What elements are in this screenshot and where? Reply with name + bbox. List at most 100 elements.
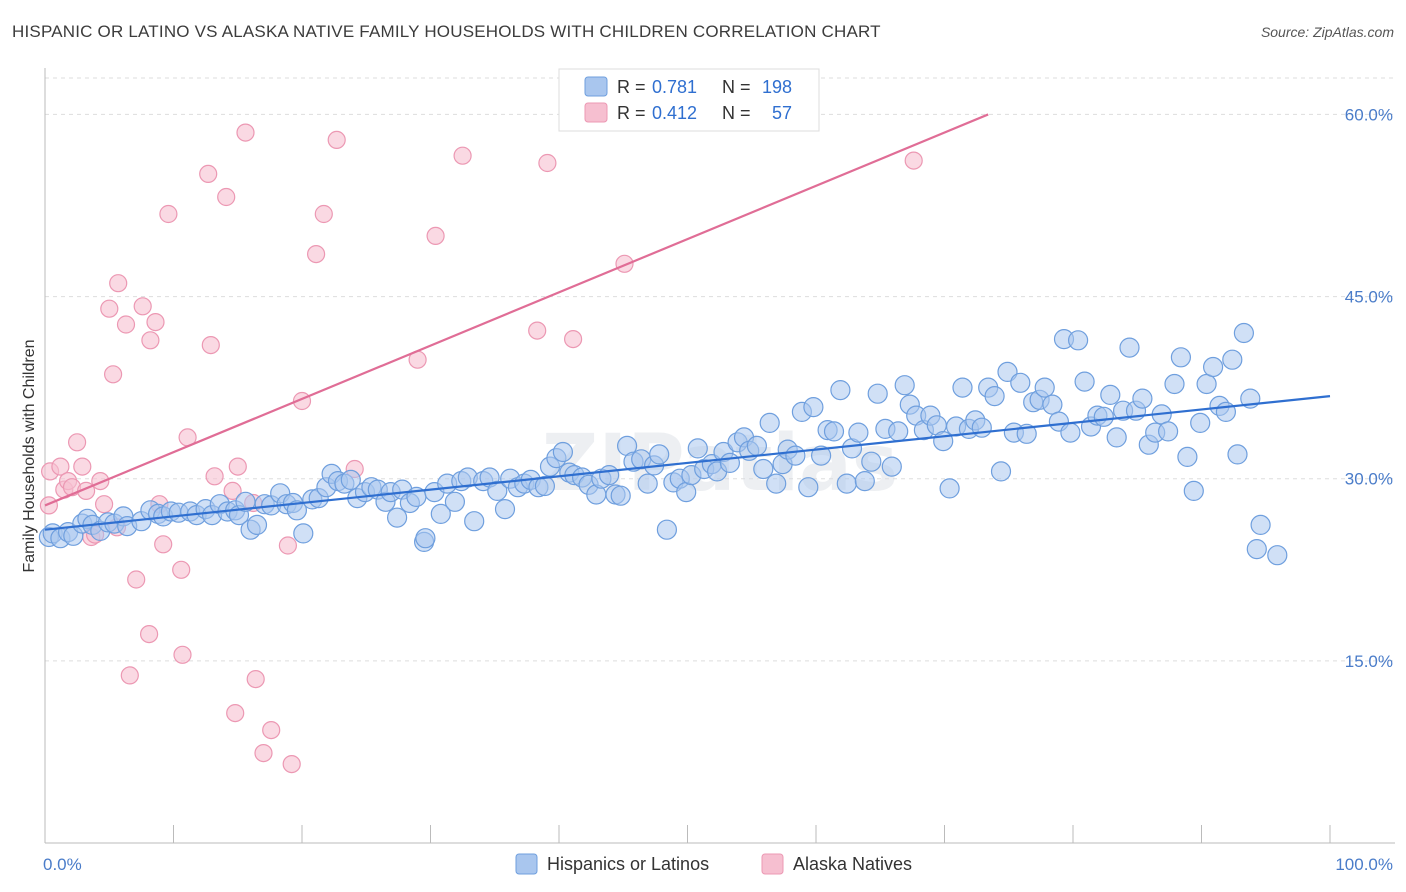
point-hispanics <box>952 377 973 398</box>
point-hispanics <box>933 431 954 452</box>
point-hispanics <box>810 445 832 466</box>
point-hispanics <box>1164 373 1185 395</box>
point-hispanics <box>1093 406 1114 427</box>
point-alaska <box>538 153 557 173</box>
point-hispanics <box>246 514 268 536</box>
point-alaska <box>159 204 178 224</box>
legend-r-value-1: 0.781 <box>652 77 697 97</box>
chart-title: HISPANIC OR LATINO VS ALASKA NATIVE FAMI… <box>12 22 881 41</box>
point-hispanics <box>1034 377 1055 398</box>
point-alaska <box>51 457 70 476</box>
point-alaska <box>133 297 152 316</box>
point-hispanics <box>719 452 741 473</box>
point-alaska <box>201 336 220 355</box>
point-hispanics <box>534 475 556 497</box>
point-hispanics <box>1183 480 1204 501</box>
point-hispanics <box>867 383 888 404</box>
point-alaska <box>103 365 123 384</box>
y-tick-label: 15.0% <box>1345 652 1393 671</box>
point-hispanics <box>444 491 465 512</box>
point-hispanics <box>1157 421 1179 442</box>
tick-labels: 15.0% 30.0% 45.0% 60.0% 0.0% 100.0% <box>43 105 1393 874</box>
point-hispanics <box>836 473 857 494</box>
point-alaska <box>173 645 192 664</box>
point-hispanics <box>340 469 361 490</box>
point-hispanics <box>997 361 1018 382</box>
point-hispanics <box>798 477 819 498</box>
point-hispanics <box>1170 347 1192 368</box>
point-alaska <box>67 433 87 452</box>
point-hispanics <box>598 465 620 486</box>
axes <box>44 68 1395 844</box>
point-hispanics <box>753 458 774 480</box>
point-alaska <box>426 226 445 245</box>
y-tick-label: 45.0% <box>1345 288 1393 307</box>
legend-r-label-2: R = <box>617 103 646 123</box>
y-tick-label: 30.0% <box>1345 470 1393 489</box>
legend-n-label-1: N = <box>722 77 751 97</box>
x-tick-label-max: 100.0% <box>1335 855 1393 874</box>
trend-line-alaska <box>44 113 989 507</box>
point-alaska <box>254 743 273 763</box>
point-hispanics <box>746 435 768 456</box>
legend-swatch-hispanics <box>584 76 608 97</box>
point-hispanics <box>1010 372 1031 393</box>
point-hispanics <box>803 397 824 418</box>
point-hispanics <box>1042 394 1063 415</box>
point-alaska <box>100 299 119 318</box>
point-alaska <box>127 570 146 589</box>
point-hispanics <box>1060 422 1081 443</box>
point-alaska <box>226 703 245 723</box>
point-hispanics <box>649 444 670 465</box>
point-hispanics <box>848 422 869 443</box>
point-hispanics <box>1246 538 1267 560</box>
point-alaska <box>904 151 923 170</box>
point-alaska <box>109 274 128 293</box>
point-hispanics <box>1106 427 1127 448</box>
point-alaska <box>140 624 159 644</box>
legend-n-value-2: 57 <box>772 103 792 123</box>
point-hispanics <box>1100 384 1121 405</box>
point-alaska <box>73 457 92 476</box>
point-hispanics <box>823 421 845 442</box>
legend-r-value-2: 0.412 <box>652 103 697 123</box>
point-alaska <box>205 467 224 486</box>
correlation-legend: R = 0.781 N = 198 R = 0.412 N = 57 <box>558 68 820 132</box>
point-alaska <box>278 536 297 555</box>
point-hispanics <box>1202 356 1224 378</box>
point-alaska <box>327 130 346 149</box>
point-hispanics <box>1074 371 1095 392</box>
point-alaska <box>236 123 255 142</box>
point-alaska <box>154 535 173 554</box>
point-alaska <box>94 495 114 514</box>
point-hispanics <box>656 519 678 540</box>
trend-lines <box>44 113 1331 531</box>
point-hispanics <box>785 445 806 466</box>
point-hispanics <box>1227 444 1248 465</box>
point-hispanics <box>1190 412 1211 433</box>
point-alaska <box>172 560 191 579</box>
point-hispanics <box>766 473 787 494</box>
point-alaska <box>141 331 160 350</box>
point-alaska <box>223 481 242 500</box>
trend-line-hispanics <box>44 395 1331 531</box>
point-hispanics <box>881 456 902 477</box>
point-hispanics <box>990 461 1012 482</box>
point-alaska <box>120 666 139 685</box>
point-hispanics <box>1177 446 1198 467</box>
point-hispanics <box>415 528 436 549</box>
point-hispanics <box>888 421 909 442</box>
grid-lines <box>45 77 1395 662</box>
point-hispanics <box>1119 337 1140 358</box>
point-hispanics <box>637 473 658 494</box>
bottom-legend-swatch-hispanics <box>515 853 538 875</box>
point-alaska <box>228 457 247 476</box>
point-hispanics <box>430 503 451 525</box>
bottom-legend-label-alaska: Alaska Natives <box>793 854 912 874</box>
point-hispanics <box>1132 388 1153 409</box>
point-hispanics <box>939 478 960 499</box>
point-alaska <box>307 245 326 264</box>
x-tick-label-min: 0.0% <box>43 855 82 874</box>
point-hispanics <box>610 485 631 506</box>
